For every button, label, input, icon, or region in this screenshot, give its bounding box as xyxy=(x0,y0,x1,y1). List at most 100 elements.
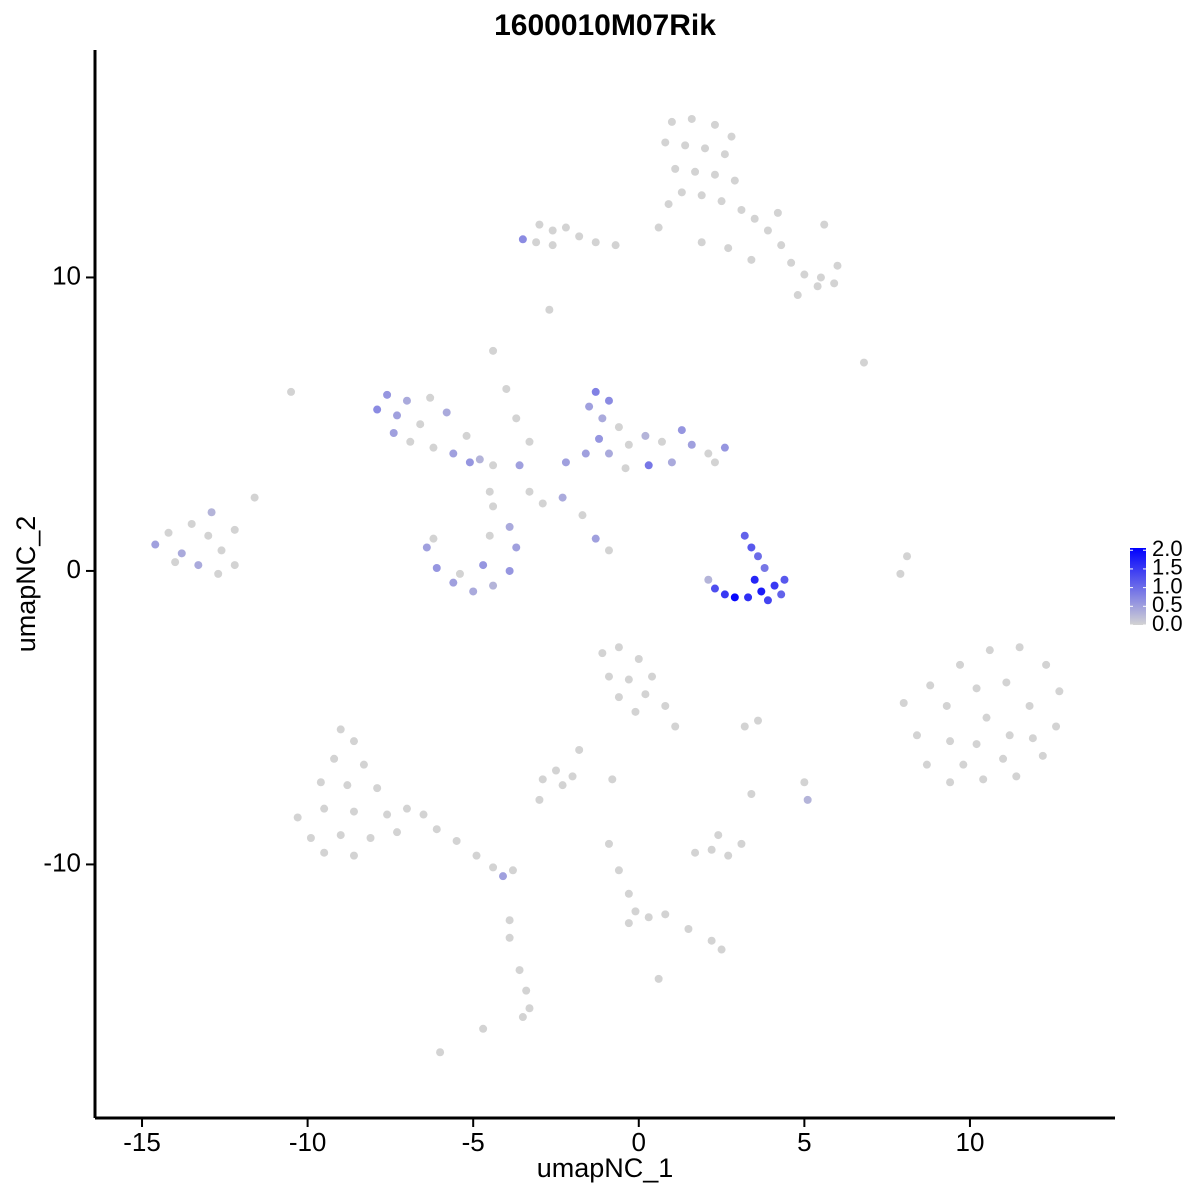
point xyxy=(604,672,613,681)
point xyxy=(525,487,534,496)
point xyxy=(730,593,739,602)
point xyxy=(452,836,461,845)
colorbar-label: 1.5 xyxy=(1152,555,1183,580)
y-axis-title: umapNC_2 xyxy=(11,516,41,653)
point xyxy=(896,569,905,578)
point xyxy=(462,431,471,440)
point xyxy=(429,534,438,543)
point xyxy=(429,443,438,452)
point xyxy=(820,220,829,229)
x-tick-label: 5 xyxy=(797,1127,811,1157)
point xyxy=(763,226,772,235)
point xyxy=(697,238,706,247)
point xyxy=(750,575,759,584)
point xyxy=(634,654,643,663)
point xyxy=(972,684,981,693)
point xyxy=(714,831,723,840)
point xyxy=(727,132,736,141)
point xyxy=(604,449,613,458)
point xyxy=(710,584,719,593)
point xyxy=(631,707,640,716)
point xyxy=(777,241,786,250)
point xyxy=(505,916,514,925)
point xyxy=(204,531,213,540)
point xyxy=(316,778,325,787)
point xyxy=(697,191,706,200)
point xyxy=(349,851,358,860)
point xyxy=(330,754,339,763)
point xyxy=(730,176,739,185)
point xyxy=(422,543,431,552)
point xyxy=(389,429,398,438)
point xyxy=(343,781,352,790)
point xyxy=(475,455,484,464)
point xyxy=(773,208,782,217)
point xyxy=(740,722,749,731)
point xyxy=(701,144,710,153)
point xyxy=(644,461,653,470)
point xyxy=(538,499,547,508)
point xyxy=(349,807,358,816)
point xyxy=(624,919,633,928)
point xyxy=(750,214,759,223)
point xyxy=(754,716,762,725)
point xyxy=(614,693,623,702)
point xyxy=(707,936,716,945)
colorbar xyxy=(1130,548,1146,625)
x-tick-label: -5 xyxy=(462,1127,485,1157)
point xyxy=(684,924,693,933)
point xyxy=(763,596,772,605)
point xyxy=(287,387,296,396)
y-tick-label: 10 xyxy=(52,260,81,290)
point xyxy=(359,760,368,769)
point xyxy=(942,701,951,710)
point xyxy=(591,534,600,543)
point xyxy=(575,745,584,754)
point xyxy=(518,235,527,244)
point xyxy=(710,458,719,467)
point xyxy=(525,437,534,446)
point xyxy=(1052,722,1061,731)
point xyxy=(687,440,696,449)
point xyxy=(442,408,451,417)
point xyxy=(999,754,1008,763)
point xyxy=(436,1048,445,1057)
colorbar-label: 1.0 xyxy=(1152,573,1183,598)
point xyxy=(426,393,435,402)
point xyxy=(803,795,812,804)
point xyxy=(489,863,498,872)
point xyxy=(306,834,315,843)
point xyxy=(800,270,809,279)
point xyxy=(704,449,713,458)
point xyxy=(336,725,345,734)
point xyxy=(681,141,690,150)
point xyxy=(522,986,531,995)
point xyxy=(383,810,392,819)
x-tick-label: 10 xyxy=(955,1127,984,1157)
point xyxy=(598,414,607,423)
point xyxy=(707,845,716,854)
point xyxy=(230,561,239,570)
point xyxy=(449,449,458,458)
point xyxy=(985,646,994,655)
point xyxy=(419,810,428,819)
point xyxy=(383,390,392,399)
point xyxy=(548,226,557,235)
point xyxy=(1055,687,1064,696)
point xyxy=(214,569,223,578)
point xyxy=(508,866,517,875)
point xyxy=(661,701,670,710)
point xyxy=(754,552,762,561)
point xyxy=(724,244,733,253)
point xyxy=(525,1004,534,1013)
point xyxy=(558,781,567,790)
point xyxy=(568,772,577,781)
point xyxy=(720,443,729,452)
point xyxy=(654,974,663,983)
point xyxy=(561,458,570,467)
point xyxy=(489,581,498,590)
point xyxy=(575,232,584,241)
point xyxy=(1028,734,1037,743)
point xyxy=(164,528,173,537)
